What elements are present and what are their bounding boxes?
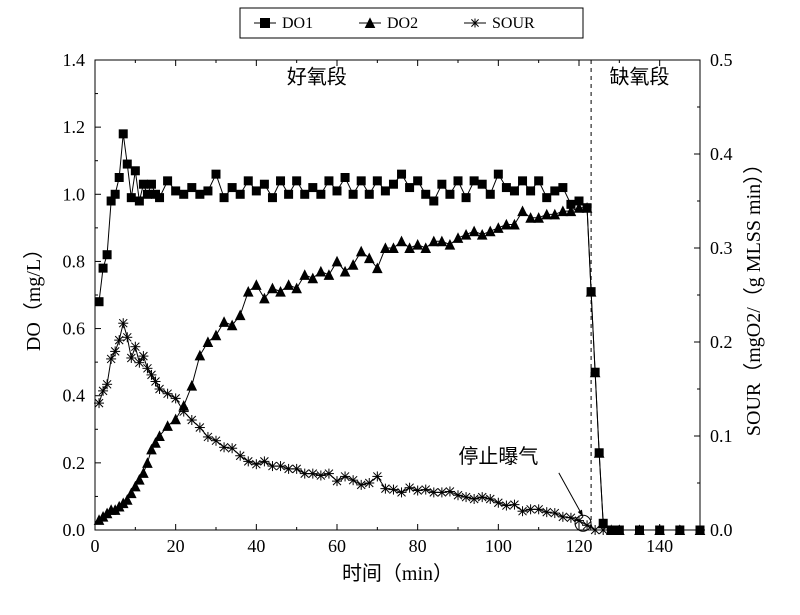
- svg-text:0: 0: [91, 536, 100, 556]
- svg-text:0.4: 0.4: [710, 144, 733, 164]
- legend: DO1 DO2 SOUR: [240, 8, 583, 38]
- svg-text:1.0: 1.0: [63, 184, 86, 204]
- chart-container: 0 20 40 60 80 100 120 140 时间（min） 0.0 0.2 0.4 0.6 0.8…: [0, 0, 800, 615]
- chart-svg: 0 20 40 60 80 100 120 140 时间（min） 0.0 0.2 0.4 0.6 0.8…: [0, 0, 800, 615]
- svg-text:SOUR（mgO2/（g MLSS min））: SOUR（mgO2/（g MLSS min））: [742, 154, 765, 436]
- series-DO2: [95, 203, 705, 534]
- svg-text:DO1: DO1: [282, 15, 313, 32]
- svg-text:120: 120: [566, 536, 593, 556]
- svg-text:0.0: 0.0: [63, 520, 86, 540]
- svg-text:0.0: 0.0: [710, 520, 733, 540]
- svg-text:20: 20: [167, 536, 185, 556]
- svg-text:100: 100: [485, 536, 512, 556]
- series-DO1: [95, 130, 704, 534]
- svg-text:好氧段: 好氧段: [287, 66, 347, 89]
- svg-text:0.6: 0.6: [63, 319, 86, 339]
- svg-text:0.5: 0.5: [710, 50, 733, 70]
- svg-text:停止曝气: 停止曝气: [458, 445, 538, 468]
- svg-text:缺氧段: 缺氧段: [610, 66, 670, 89]
- svg-text:时间（min）: 时间（min）: [342, 562, 453, 585]
- svg-text:DO（mg/L）: DO（mg/L）: [22, 239, 45, 351]
- series-SOUR: [94, 318, 705, 535]
- svg-text:0.4: 0.4: [63, 386, 86, 406]
- svg-text:0.2: 0.2: [63, 453, 86, 473]
- svg-text:1.4: 1.4: [63, 50, 86, 70]
- svg-text:DO2: DO2: [387, 15, 418, 32]
- svg-text:0.2: 0.2: [710, 332, 733, 352]
- svg-text:40: 40: [247, 536, 265, 556]
- svg-text:60: 60: [328, 536, 346, 556]
- svg-text:80: 80: [409, 536, 427, 556]
- svg-text:0.1: 0.1: [710, 426, 733, 446]
- svg-text:0.3: 0.3: [710, 238, 733, 258]
- svg-text:140: 140: [646, 536, 673, 556]
- svg-text:SOUR: SOUR: [492, 15, 535, 32]
- svg-text:1.2: 1.2: [63, 117, 86, 137]
- svg-text:0.8: 0.8: [63, 251, 86, 271]
